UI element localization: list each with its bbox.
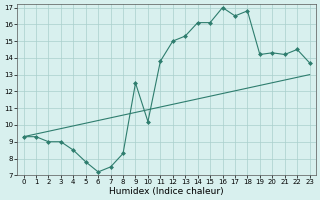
X-axis label: Humidex (Indice chaleur): Humidex (Indice chaleur) (109, 187, 224, 196)
